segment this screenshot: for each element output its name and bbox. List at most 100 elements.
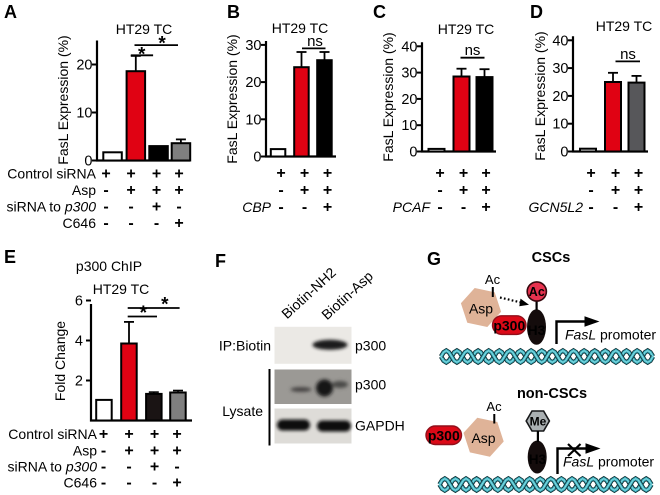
svg-text:+: + — [124, 426, 133, 443]
svg-text:+: + — [150, 426, 159, 443]
svg-text:40: 40 — [552, 33, 568, 49]
svg-text:p300: p300 — [493, 318, 525, 334]
svg-text:H3: H3 — [528, 322, 546, 338]
svg-text:PCAF: PCAF — [393, 199, 432, 215]
svg-text:p300: p300 — [428, 428, 460, 444]
svg-text:HT29 TC: HT29 TC — [116, 21, 173, 37]
svg-text:10: 10 — [552, 117, 568, 133]
svg-text:+: + — [172, 475, 181, 492]
svg-text:ns: ns — [465, 42, 481, 59]
svg-text:Asp: Asp — [73, 443, 97, 459]
svg-text:p300: p300 — [355, 338, 386, 354]
svg-text:-: - — [103, 199, 108, 216]
svg-text:+: + — [323, 165, 332, 182]
svg-text:Lysate: Lysate — [222, 403, 263, 419]
svg-text:+: + — [150, 443, 159, 460]
svg-text:-: - — [154, 215, 159, 232]
svg-text:+: + — [152, 166, 161, 183]
svg-text:H3: H3 — [529, 452, 547, 467]
svg-text:+: + — [611, 165, 620, 182]
svg-text:-: - — [461, 199, 466, 216]
svg-text:-: - — [437, 182, 442, 199]
svg-text:20: 20 — [401, 92, 417, 108]
svg-text:ns: ns — [307, 33, 323, 50]
svg-text:+: + — [172, 443, 181, 460]
svg-text:-: - — [103, 215, 108, 232]
svg-text:+: + — [174, 215, 183, 232]
svg-text:10: 10 — [401, 118, 417, 134]
svg-text:4: 4 — [75, 334, 83, 350]
svg-text:+: + — [586, 165, 595, 182]
svg-text:+: + — [126, 182, 135, 199]
svg-text:20: 20 — [76, 58, 92, 74]
svg-text:-: - — [613, 199, 618, 216]
svg-text:G: G — [427, 249, 441, 269]
svg-text:30: 30 — [245, 38, 261, 54]
svg-text:CSCs: CSCs — [532, 250, 571, 266]
svg-text:+: + — [174, 166, 183, 183]
svg-text:+: + — [300, 182, 309, 199]
svg-text:+: + — [435, 165, 444, 182]
svg-text:-: - — [101, 475, 106, 492]
svg-text:C: C — [373, 2, 386, 22]
svg-text:HT29 TC: HT29 TC — [272, 20, 329, 36]
svg-text:Control siRNA: Control siRNA — [7, 166, 96, 182]
svg-text:CBP: CBP — [242, 199, 271, 215]
svg-text:+: + — [611, 182, 620, 199]
svg-text:Fold Change: Fold Change — [52, 321, 68, 401]
svg-text:IP:Biotin: IP:Biotin — [219, 338, 271, 354]
svg-text:Asp: Asp — [471, 430, 495, 446]
svg-text:HT29 TC: HT29 TC — [93, 281, 150, 297]
svg-text:Ac: Ac — [485, 272, 501, 287]
svg-text:F: F — [215, 251, 226, 271]
svg-text:C646: C646 — [63, 215, 97, 231]
svg-text:Control siRNA: Control siRNA — [8, 426, 97, 442]
svg-text:20: 20 — [552, 89, 568, 105]
svg-text:+: + — [101, 166, 110, 183]
svg-text:p300 ChIP: p300 ChIP — [76, 258, 142, 274]
svg-text:-: - — [126, 459, 131, 476]
svg-text:-: - — [588, 182, 593, 199]
svg-text:+: + — [150, 459, 159, 476]
svg-text:E: E — [4, 247, 16, 267]
svg-text:+: + — [481, 182, 490, 199]
svg-text:+: + — [481, 165, 490, 182]
svg-text:+: + — [300, 165, 309, 182]
svg-text:-: - — [588, 199, 593, 216]
svg-text:-: - — [278, 199, 283, 216]
svg-text:+: + — [172, 426, 181, 443]
svg-text:HT29 TC: HT29 TC — [596, 18, 653, 34]
svg-text:2: 2 — [75, 374, 83, 390]
svg-text:Asp: Asp — [469, 301, 493, 317]
svg-text:C646: C646 — [64, 475, 98, 491]
svg-text:-: - — [278, 182, 283, 199]
svg-text:0: 0 — [560, 145, 568, 161]
svg-text:siRNA to p300: siRNA to p300 — [6, 199, 96, 215]
svg-text:+: + — [323, 182, 332, 199]
svg-text:+: + — [152, 182, 161, 199]
svg-text:+: + — [323, 199, 332, 216]
svg-text:+: + — [99, 426, 108, 443]
svg-text:HT29 TC: HT29 TC — [438, 21, 495, 37]
svg-text:-: - — [101, 459, 106, 476]
svg-text:FasL promoter: FasL promoter — [565, 327, 656, 343]
svg-text:FasL Expression (%): FasL Expression (%) — [380, 32, 396, 161]
svg-text:Ac: Ac — [486, 399, 502, 414]
svg-text:-: - — [437, 199, 442, 216]
svg-text:*: * — [161, 295, 169, 316]
svg-text:*: * — [158, 33, 166, 54]
svg-text:-: - — [174, 459, 179, 476]
svg-text:+: + — [634, 165, 643, 182]
svg-text:+: + — [276, 165, 285, 182]
svg-text:0: 0 — [253, 150, 261, 166]
svg-text:+: + — [634, 182, 643, 199]
svg-text:40: 40 — [401, 39, 417, 55]
svg-text:-: - — [152, 475, 157, 492]
svg-text:+: + — [152, 199, 161, 216]
svg-text:+: + — [126, 166, 135, 183]
svg-text:-: - — [176, 199, 181, 216]
svg-text:GAPDH: GAPDH — [355, 418, 405, 434]
svg-text:FasL promoter: FasL promoter — [563, 454, 654, 470]
svg-text:+: + — [459, 182, 468, 199]
svg-text:ns: ns — [620, 46, 636, 63]
